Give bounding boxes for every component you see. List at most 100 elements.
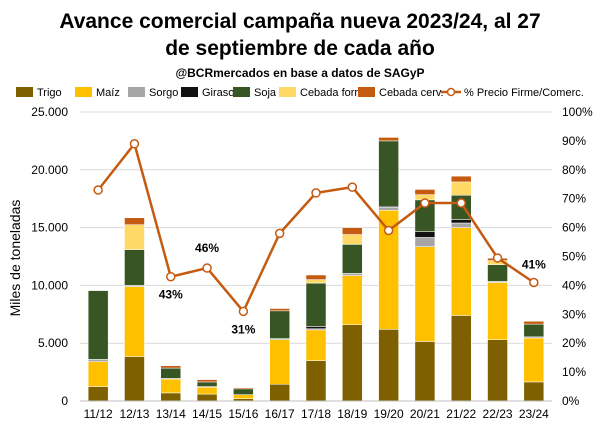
y-tick-label: 5.000: [38, 336, 68, 350]
bar-segment: [450, 181, 472, 196]
bar-segment: [378, 329, 399, 402]
bar-segment: [269, 383, 290, 402]
bar-segment: [269, 308, 290, 312]
legend-label: Soja: [254, 87, 277, 99]
bar-segment: [487, 339, 508, 402]
bar-segment: [124, 224, 145, 250]
legend-swatch: [279, 87, 296, 97]
bar-segment: [196, 386, 218, 395]
x-tick-label: 21/22: [446, 407, 476, 421]
price-line-marker: [529, 277, 539, 288]
price-line-marker: [311, 188, 321, 198]
x-tick-label: 20/21: [410, 407, 440, 421]
annotation-label: 43%: [159, 288, 183, 302]
legend-swatch: [233, 87, 250, 97]
bar-segment: [305, 279, 327, 284]
bar-segment: [450, 222, 472, 228]
bar-segment: [196, 393, 218, 402]
y2-tick-label: 0%: [562, 394, 580, 408]
bar-segment: [450, 227, 472, 316]
x-tick-label: 22/23: [483, 407, 513, 421]
bar-segment: [124, 286, 145, 357]
y-tick-label: 15.000: [31, 221, 68, 235]
price-line-marker: [456, 198, 466, 208]
x-tick-label: 23/24: [519, 407, 549, 421]
bar-segment: [487, 282, 508, 340]
legend-label: Trigo: [37, 87, 62, 99]
x-tick-label: 18/19: [337, 407, 367, 421]
legend-swatch: [128, 87, 145, 97]
legend-swatch: [358, 87, 375, 97]
bar-segment: [450, 175, 472, 183]
bar-segment: [160, 365, 182, 369]
bar-segment: [414, 189, 436, 195]
legend-swatch: [75, 87, 92, 97]
bar-segment: [378, 207, 399, 211]
bar-segment: [342, 227, 363, 235]
price-line-marker: [347, 182, 358, 192]
bar-segment: [342, 273, 363, 276]
y2-tick-label: 50%: [562, 250, 586, 264]
legend-label: Cebada cerv.: [379, 87, 444, 99]
legend-marker: [446, 87, 456, 97]
bar-segment: [523, 320, 545, 325]
bar-segment: [342, 244, 363, 274]
chart-title-line2: de septiembre de cada año: [165, 37, 435, 60]
y-tick-label: 0: [61, 394, 68, 408]
bar-segment: [196, 379, 218, 383]
y2-tick-label: 70%: [562, 192, 586, 206]
y2-tick-label: 20%: [562, 336, 586, 350]
price-line-marker: [492, 253, 503, 263]
bar-segment: [523, 381, 545, 402]
bars: [87, 137, 545, 402]
bar-segment: [87, 386, 109, 402]
x-tick-label: 14/15: [192, 407, 222, 421]
y2-tick-label: 60%: [562, 221, 586, 235]
y-tick-label: 10.000: [31, 278, 68, 292]
legend-label: Sorgo: [149, 87, 178, 99]
price-line-marker: [420, 198, 430, 208]
legend-swatch: [16, 87, 33, 97]
y-tick-label: 25.000: [31, 105, 68, 119]
price-line: 43% 46% 31% 41%: [93, 139, 546, 336]
legend-label: Girasol: [202, 87, 237, 99]
bar-segment: [523, 337, 545, 383]
y2-tick-label: 90%: [562, 134, 586, 148]
price-line-marker: [274, 228, 285, 239]
bar-segment: [305, 274, 327, 280]
price-line-marker: [129, 139, 140, 149]
legend-label: Cebada forr.: [300, 87, 361, 99]
bar-segment: [523, 323, 545, 338]
bar-segment: [414, 341, 436, 402]
price-line-marker: [238, 306, 249, 317]
bar-segment: [378, 137, 399, 142]
price-line-marker: [166, 271, 176, 282]
bar-segment: [160, 367, 182, 379]
bar-segment: [124, 249, 145, 286]
bar-segment: [414, 231, 436, 238]
chart-title-line1: Avance comercial campaña nueva 2023/24, …: [59, 10, 540, 33]
bar-segment: [160, 378, 182, 394]
y-axis-title: Miles de toneladas: [7, 200, 23, 317]
legend-label: Maíz: [96, 87, 120, 99]
price-line-marker: [383, 225, 394, 236]
annotation-label: 31%: [231, 322, 255, 336]
y2-tick-label: 40%: [562, 278, 586, 292]
chart-subtitle: @BCRmercados en base a datos de SAGyP: [175, 66, 424, 80]
x-tick-label: 19/20: [374, 407, 404, 421]
bar-segment: [305, 282, 327, 327]
bar-segment: [124, 217, 145, 225]
legend-swatch: [181, 87, 198, 97]
bar-segment: [305, 326, 327, 329]
bar-segment: [233, 387, 254, 390]
bar-segment: [342, 275, 363, 325]
annotation-label: 46%: [195, 241, 219, 255]
bar-segment: [305, 329, 327, 361]
y2-tick-label: 10%: [562, 365, 586, 379]
legend: Trigo Maíz Sorgo Girasol Soja Cebada forr. Ceb…: [16, 87, 584, 99]
bar-segment: [160, 392, 182, 402]
y-tick-label: 20.000: [31, 163, 68, 177]
bar-segment: [378, 140, 399, 207]
bar-segment: [124, 356, 145, 402]
